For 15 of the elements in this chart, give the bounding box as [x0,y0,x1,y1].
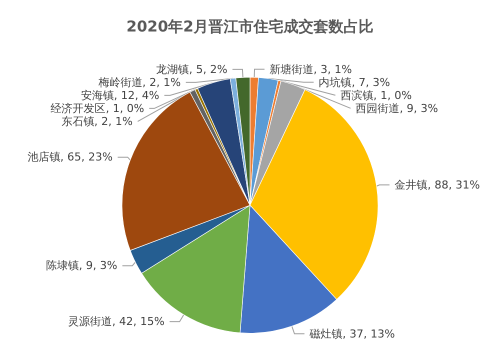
slice-label: 磁灶镇, 37, 13% [308,327,395,340]
slice-label: 新塘街道, 3, 1% [270,62,352,76]
slice-label: 东石镇, 2, 1% [61,114,133,128]
slice-label: 梅岭街道, 2, 1% [97,76,181,89]
slice-label: 金井镇, 88, 31% [394,178,480,192]
slice-label: 西园街道, 9, 3% [356,102,438,115]
slice-label: 西滨镇, 1, 0% [340,88,412,102]
chart-title: 2020年2月晋江市住宅成交套数占比 [126,18,374,36]
slice-label: 池店镇, 65, 23% [27,150,113,164]
slice-label: 内坑镇, 7, 3% [318,76,390,89]
slice-label: 灵源街道, 42, 15% [68,315,165,328]
slice-label: 龙湖镇, 5, 2% [156,62,228,76]
slice-label: 陈埭镇, 9, 3% [46,259,118,272]
slice-label: 安海镇, 12, 4% [80,88,160,102]
slice-label: 经济开发区, 1, 0% [50,102,144,115]
